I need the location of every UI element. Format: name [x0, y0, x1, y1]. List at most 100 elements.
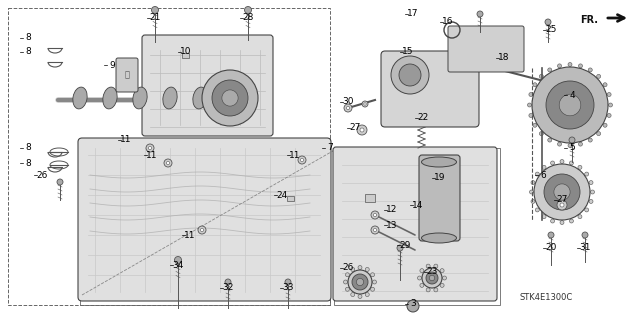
- Text: 21: 21: [149, 13, 161, 23]
- Text: 7: 7: [327, 144, 333, 152]
- Text: 11: 11: [147, 151, 157, 160]
- Circle shape: [559, 94, 581, 116]
- Circle shape: [204, 78, 207, 82]
- Circle shape: [426, 288, 430, 292]
- Circle shape: [596, 74, 600, 78]
- Circle shape: [603, 123, 607, 127]
- Circle shape: [152, 6, 159, 13]
- Circle shape: [257, 86, 261, 91]
- Circle shape: [198, 226, 206, 234]
- Circle shape: [589, 181, 593, 185]
- Circle shape: [346, 273, 349, 277]
- Circle shape: [545, 19, 551, 25]
- Circle shape: [434, 264, 438, 268]
- Text: 28: 28: [243, 13, 253, 23]
- Circle shape: [420, 283, 424, 287]
- Circle shape: [253, 114, 257, 118]
- Circle shape: [371, 273, 374, 277]
- Circle shape: [591, 190, 595, 194]
- Bar: [334, 148, 500, 305]
- Circle shape: [166, 161, 170, 165]
- Circle shape: [588, 138, 592, 142]
- Circle shape: [426, 272, 438, 284]
- Circle shape: [422, 268, 442, 288]
- Circle shape: [533, 83, 537, 87]
- Ellipse shape: [391, 56, 429, 94]
- Circle shape: [533, 123, 537, 127]
- Circle shape: [579, 142, 582, 146]
- Circle shape: [560, 203, 564, 207]
- Circle shape: [210, 71, 214, 75]
- Circle shape: [588, 68, 592, 72]
- Circle shape: [371, 226, 379, 234]
- Circle shape: [198, 96, 202, 100]
- Circle shape: [358, 265, 362, 270]
- FancyBboxPatch shape: [78, 138, 331, 301]
- Text: 26: 26: [342, 263, 354, 272]
- Circle shape: [298, 156, 306, 164]
- Text: 8: 8: [25, 48, 31, 56]
- Text: 12: 12: [387, 205, 397, 214]
- Circle shape: [557, 142, 561, 146]
- Ellipse shape: [422, 233, 456, 243]
- Circle shape: [222, 90, 238, 106]
- Text: 33: 33: [282, 284, 294, 293]
- Circle shape: [371, 287, 374, 291]
- Ellipse shape: [399, 64, 421, 86]
- Circle shape: [420, 269, 424, 273]
- Text: 30: 30: [342, 98, 354, 107]
- Ellipse shape: [193, 87, 207, 109]
- Circle shape: [237, 67, 241, 71]
- Bar: [287, 196, 294, 201]
- Circle shape: [440, 283, 444, 287]
- Circle shape: [346, 287, 349, 291]
- Circle shape: [373, 228, 376, 232]
- Circle shape: [544, 174, 580, 210]
- Circle shape: [557, 64, 561, 68]
- Circle shape: [364, 103, 366, 105]
- Circle shape: [557, 200, 567, 210]
- Circle shape: [244, 6, 252, 13]
- Circle shape: [365, 267, 369, 271]
- Text: 29: 29: [399, 241, 411, 249]
- Circle shape: [529, 190, 534, 194]
- Circle shape: [585, 172, 589, 176]
- Text: 10: 10: [180, 48, 192, 56]
- FancyBboxPatch shape: [116, 58, 138, 92]
- Circle shape: [426, 264, 430, 268]
- Circle shape: [607, 93, 611, 97]
- Circle shape: [550, 219, 555, 223]
- Text: 3: 3: [410, 300, 416, 308]
- Circle shape: [570, 161, 573, 165]
- Text: 4: 4: [569, 91, 575, 100]
- Text: 23: 23: [426, 268, 438, 277]
- Text: 14: 14: [412, 201, 424, 210]
- Circle shape: [397, 245, 403, 251]
- Circle shape: [300, 159, 303, 162]
- Circle shape: [259, 96, 262, 100]
- Circle shape: [582, 232, 588, 238]
- Circle shape: [535, 208, 540, 212]
- Circle shape: [531, 181, 535, 185]
- Text: 25: 25: [545, 26, 557, 34]
- Circle shape: [434, 288, 438, 292]
- Circle shape: [351, 293, 355, 297]
- Circle shape: [540, 132, 543, 136]
- Text: 5: 5: [569, 144, 575, 152]
- Ellipse shape: [73, 87, 87, 109]
- Circle shape: [542, 165, 546, 169]
- Circle shape: [442, 276, 447, 280]
- Circle shape: [285, 279, 291, 285]
- Circle shape: [578, 165, 582, 169]
- Circle shape: [542, 215, 546, 219]
- Circle shape: [568, 63, 572, 66]
- Circle shape: [352, 274, 368, 290]
- Text: 15: 15: [403, 48, 413, 56]
- Circle shape: [146, 144, 154, 152]
- Circle shape: [360, 128, 364, 132]
- Ellipse shape: [163, 87, 177, 109]
- Text: 32: 32: [222, 284, 234, 293]
- Circle shape: [560, 220, 564, 225]
- Circle shape: [373, 213, 376, 217]
- Circle shape: [362, 101, 368, 107]
